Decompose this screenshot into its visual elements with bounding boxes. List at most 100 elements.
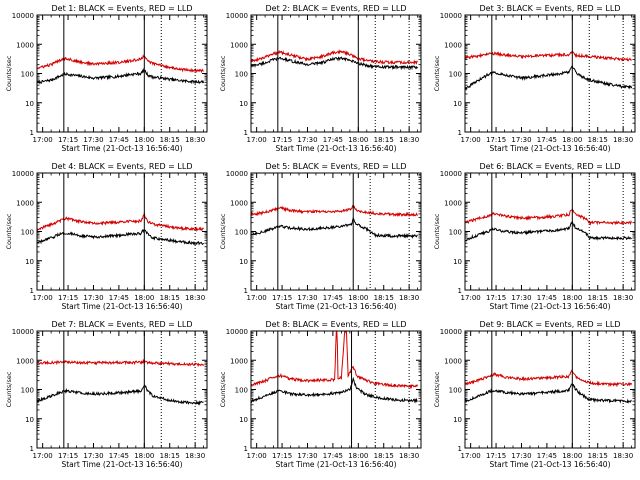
x-tick-label: 18:00: [348, 452, 368, 460]
y-tick-label: 1000: [16, 41, 34, 49]
events-series-line: [465, 220, 632, 242]
x-tick-label: 17:15: [272, 136, 292, 144]
y-tick-label: 10: [25, 100, 34, 108]
lld-series-line: [251, 204, 419, 218]
y-tick-label: 1000: [230, 41, 248, 49]
lld-series-line: [251, 331, 419, 390]
y-tick-label: 10: [239, 416, 248, 424]
x-tick-label: 18:00: [562, 294, 582, 302]
x-tick-label: 18:30: [613, 452, 633, 460]
x-tick-label: 17:30: [83, 452, 103, 460]
plot-frame: [36, 330, 208, 449]
detector-panel: Det 4: BLACK = Events, RED = LLD 1 10 100 10…: [5, 162, 208, 311]
x-tick-label: 18:00: [562, 136, 582, 144]
y-tick-label: 1: [30, 287, 34, 295]
x-tick-label: 17:15: [486, 294, 506, 302]
x-tick-label: 18:00: [348, 294, 368, 302]
y-tick-label: 10: [239, 258, 248, 266]
events-series-line: [37, 228, 204, 246]
x-tick-label: 17:45: [109, 136, 129, 144]
y-tick-label: 10000: [440, 12, 462, 20]
x-axis-label: Start Time (21-Oct-13 16:56:40): [275, 460, 396, 469]
x-tick-label: 18:15: [160, 452, 180, 460]
x-axis-label: Start Time (21-Oct-13 16:56:40): [61, 460, 182, 469]
y-tick-label: 10: [239, 100, 248, 108]
y-axis-label: Counts/sec: [219, 213, 227, 249]
x-tick-label: 17:30: [83, 294, 103, 302]
lld-series-line: [465, 50, 632, 62]
x-axis-label: Start Time (21-Oct-13 16:56:40): [489, 460, 610, 469]
x-tick-label: 17:45: [109, 294, 129, 302]
y-axis-label: Counts/sec: [5, 371, 13, 407]
x-tick-label: 17:15: [58, 452, 78, 460]
y-tick-label: 10: [25, 258, 34, 266]
x-tick-label: 17:00: [247, 452, 267, 460]
x-tick-label: 17:00: [461, 294, 481, 302]
x-tick-label: 17:00: [247, 294, 267, 302]
y-tick-label: 10000: [12, 328, 34, 336]
y-tick-label: 1000: [230, 357, 248, 365]
x-tick-label: 17:30: [297, 452, 317, 460]
plot-frame: [36, 172, 208, 291]
x-tick-label: 17:45: [323, 452, 343, 460]
y-axis-label: Counts/sec: [219, 371, 227, 407]
events-series-line: [465, 383, 632, 404]
y-axis-label: Counts/sec: [5, 213, 13, 249]
panel-title: Det 1: BLACK = Events, RED = LLD: [52, 4, 193, 13]
detector-panel: Det 7: BLACK = Events, RED = LLD 1 10 100 10…: [5, 320, 208, 469]
y-axis-label: Counts/sec: [5, 55, 13, 91]
x-tick-label: 17:00: [247, 136, 267, 144]
y-tick-label: 1: [458, 287, 462, 295]
x-tick-label: 17:45: [537, 136, 557, 144]
plot-frame: [464, 172, 636, 291]
x-tick-label: 18:15: [588, 294, 608, 302]
y-tick-label: 10000: [440, 328, 462, 336]
x-tick-label: 18:30: [613, 294, 633, 302]
x-tick-label: 17:15: [58, 136, 78, 144]
y-tick-label: 1000: [230, 199, 248, 207]
detector-panel: Det 3: BLACK = Events, RED = LLD 1 10 100 10…: [433, 4, 636, 153]
plot-frame: [36, 14, 208, 133]
y-tick-label: 10000: [440, 170, 462, 178]
x-tick-label: 18:15: [160, 294, 180, 302]
x-tick-label: 17:00: [33, 136, 53, 144]
detector-panel: Det 6: BLACK = Events, RED = LLD 1 10 100 10…: [433, 162, 636, 311]
y-tick-label: 10: [453, 100, 462, 108]
y-tick-label: 10000: [226, 170, 248, 178]
plot-frame: [250, 330, 422, 449]
x-tick-label: 18:15: [160, 136, 180, 144]
y-tick-label: 1: [244, 445, 248, 453]
x-tick-label: 18:30: [185, 136, 205, 144]
x-tick-label: 18:00: [562, 452, 582, 460]
events-series-line: [465, 65, 633, 92]
y-tick-label: 1000: [16, 199, 34, 207]
x-tick-label: 17:15: [272, 452, 292, 460]
y-tick-label: 100: [449, 71, 462, 79]
x-tick-label: 18:30: [185, 452, 205, 460]
x-tick-label: 18:30: [185, 294, 205, 302]
x-tick-label: 18:30: [399, 452, 419, 460]
panel-title: Det 4: BLACK = Events, RED = LLD: [52, 162, 193, 171]
events-series-line: [37, 67, 205, 85]
y-tick-label: 100: [449, 387, 462, 395]
x-tick-label: 17:45: [537, 294, 557, 302]
panel-title: Det 3: BLACK = Events, RED = LLD: [480, 4, 621, 13]
plot-frame: [464, 14, 636, 133]
x-axis-label: Start Time (21-Oct-13 16:56:40): [275, 144, 396, 153]
events-series-line: [251, 376, 418, 404]
lld-series-line: [465, 369, 633, 388]
lld-series-line: [37, 211, 204, 233]
y-tick-label: 1000: [444, 41, 462, 49]
panel-title: Det 7: BLACK = Events, RED = LLD: [52, 320, 193, 329]
detector-panel: Det 2: BLACK = Events, RED = LLD 1 10 100 10…: [219, 4, 422, 153]
panel-title: Det 2: BLACK = Events, RED = LLD: [266, 4, 407, 13]
panel-title: Det 6: BLACK = Events, RED = LLD: [480, 162, 621, 171]
y-tick-label: 1: [458, 129, 462, 137]
lld-series-line: [37, 358, 205, 368]
x-tick-label: 18:30: [399, 136, 419, 144]
x-tick-label: 17:45: [109, 452, 129, 460]
plot-frame: [250, 172, 422, 291]
x-tick-label: 18:00: [134, 294, 154, 302]
y-tick-label: 100: [235, 71, 248, 79]
y-tick-label: 100: [21, 387, 34, 395]
